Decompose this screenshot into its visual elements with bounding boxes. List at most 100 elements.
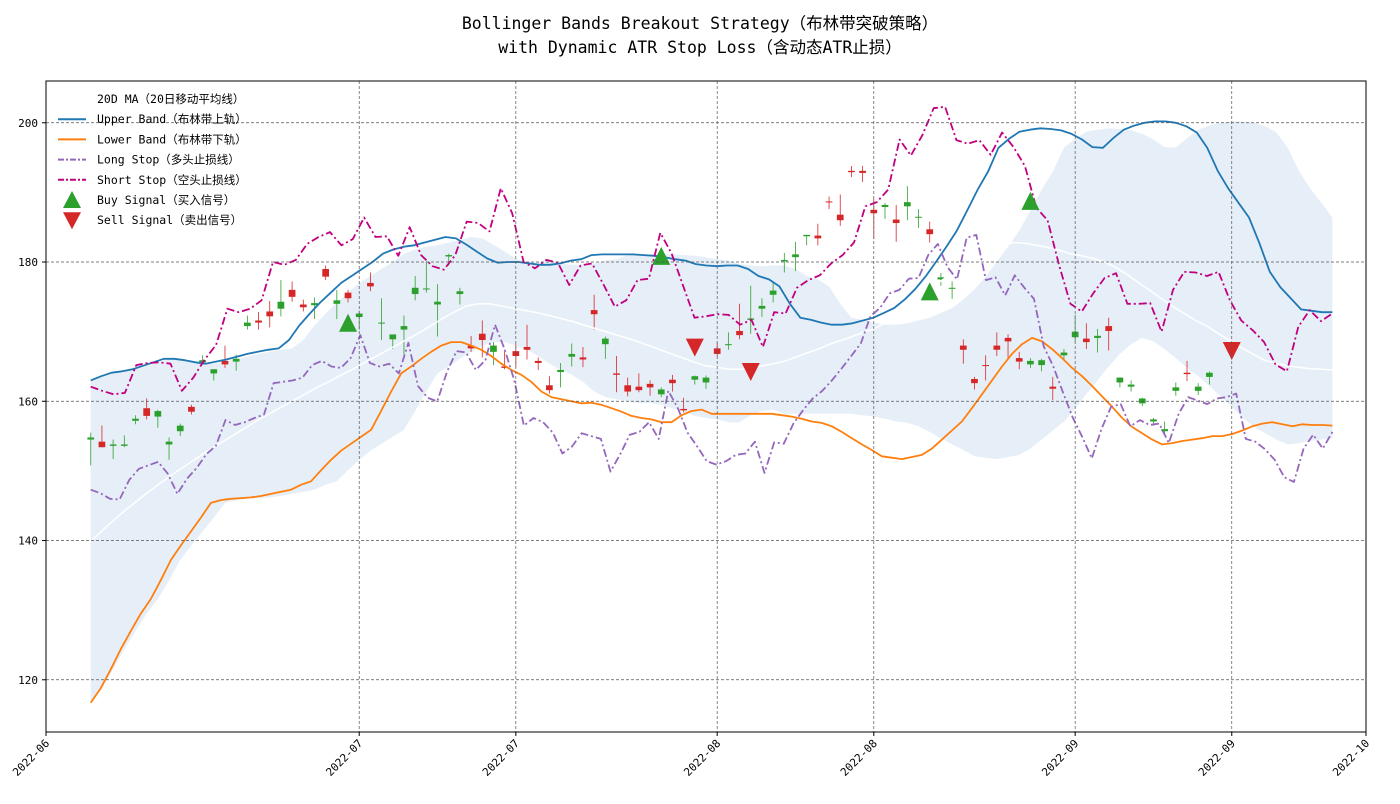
- legend-label-buy: Buy Signal（买入信号）: [97, 193, 235, 207]
- candle-body: [389, 334, 397, 340]
- candle-body: [1105, 326, 1113, 331]
- candle-78: [959, 339, 967, 364]
- candle-body: [948, 287, 956, 289]
- y-tick-label-2: 160: [18, 395, 38, 408]
- candle-body: [523, 346, 531, 350]
- candle-body: [971, 378, 978, 384]
- candle-46: [601, 336, 609, 359]
- y-tick-label-4: 200: [18, 117, 38, 130]
- candle-16: [266, 301, 274, 328]
- candle-99: [1194, 383, 1202, 396]
- candle-57: [725, 332, 732, 350]
- candle-body: [747, 318, 755, 320]
- candle-body: [926, 229, 934, 235]
- candle-body: [501, 366, 508, 368]
- buy-signal-marker-1: [652, 246, 671, 265]
- candle-36: [490, 342, 497, 366]
- candle-58: [736, 303, 743, 340]
- candle-12: [221, 345, 229, 368]
- candle-65: [814, 223, 822, 246]
- candle-body: [344, 292, 352, 299]
- candle-71: [881, 202, 889, 219]
- candle-body: [143, 408, 151, 416]
- candle-47: [613, 356, 620, 393]
- x-tick-label-5: 2022-09: [1039, 737, 1081, 779]
- candle-body: [1127, 384, 1135, 387]
- candle-body: [657, 389, 665, 395]
- candle-94: [1138, 397, 1146, 407]
- candle-42: [557, 362, 564, 388]
- candle-55: [702, 375, 710, 389]
- candle-body: [322, 268, 330, 277]
- chart-title-line-2: with Dynamic ATR Stop Loss（含动态ATR止损）: [498, 38, 902, 57]
- legend-item-short_stop: Short Stop（空头止损线）: [58, 173, 247, 187]
- legend-label-long_stop: Long Stop（多头止损线）: [97, 153, 240, 167]
- x-tick-label-2: 2022-07: [480, 737, 522, 779]
- candle-body: [780, 259, 788, 262]
- x-tick-label-6: 2022-09: [1196, 737, 1238, 779]
- legend-label-ma: 20D MA（20日移动平均线）: [97, 92, 244, 106]
- candle-body: [1082, 338, 1090, 343]
- series-line-long_stop: [90, 234, 1334, 501]
- candle-87: [1060, 349, 1068, 360]
- candle-body: [87, 437, 95, 440]
- candle-6: [154, 409, 162, 428]
- candle-body: [288, 289, 296, 297]
- legend-item-upper: Upper Band（布林带上轨）: [58, 112, 247, 126]
- candle-83: [1015, 351, 1023, 370]
- candle-body: [892, 219, 900, 224]
- candle-63: [792, 241, 799, 272]
- band-fill: [90, 121, 1333, 703]
- candle-body: [445, 255, 453, 257]
- candle-9: [188, 404, 195, 415]
- candle-97: [1172, 382, 1180, 396]
- candle-22: [333, 289, 341, 320]
- candle-body: [165, 441, 173, 445]
- candle-body: [1049, 386, 1057, 389]
- candle-49: [635, 373, 643, 393]
- candle-body: [411, 287, 419, 295]
- candle-73: [904, 186, 911, 221]
- candle-59: [747, 285, 755, 334]
- candle-body: [669, 379, 676, 384]
- candle-body: [109, 444, 117, 446]
- candle-body: [769, 290, 777, 295]
- candle-body: [311, 303, 318, 306]
- legend-items: 20D MA（20日移动平均线） Upper Band（布林带上轨） Lower B…: [58, 92, 247, 230]
- candle-body: [568, 353, 576, 357]
- candle-body: [176, 425, 184, 432]
- candle-body: [982, 365, 990, 367]
- candle-92: [1116, 377, 1124, 388]
- candle-67: [836, 194, 844, 226]
- candle-1: [98, 425, 106, 448]
- candle-body: [557, 369, 564, 373]
- candle-body: [993, 345, 1001, 350]
- candle-body: [579, 357, 587, 360]
- legend-label-short_stop: Short Stop（空头止损线）: [97, 173, 247, 187]
- sell-signal-marker-0: [685, 338, 704, 357]
- candle-50: [646, 380, 654, 396]
- candle-body: [434, 301, 441, 305]
- candle-body: [904, 202, 911, 207]
- sell-signal-marker-1: [741, 362, 760, 381]
- candle-4: [132, 415, 139, 425]
- candle-body: [635, 386, 643, 391]
- candle-body: [1150, 419, 1157, 422]
- candle-body: [613, 373, 620, 375]
- candle-body: [959, 345, 967, 350]
- candle-48: [624, 377, 632, 397]
- candle-body: [456, 291, 464, 295]
- candle-2: [109, 439, 117, 460]
- candle-body: [378, 322, 385, 324]
- candle-body: [825, 201, 833, 203]
- candle-82: [1004, 334, 1012, 359]
- candle-body: [1206, 372, 1213, 377]
- legend-marker-sell: [63, 212, 81, 230]
- buy-signal-marker-2: [920, 282, 939, 301]
- candle-25: [367, 272, 374, 292]
- legend-item-sell: Sell Signal（卖出信号）: [63, 212, 242, 230]
- candle-body: [367, 282, 374, 287]
- candle-body: [601, 338, 609, 345]
- candle-45: [590, 294, 598, 330]
- legend-item-lower: Lower Band（布林带下轨）: [58, 132, 247, 146]
